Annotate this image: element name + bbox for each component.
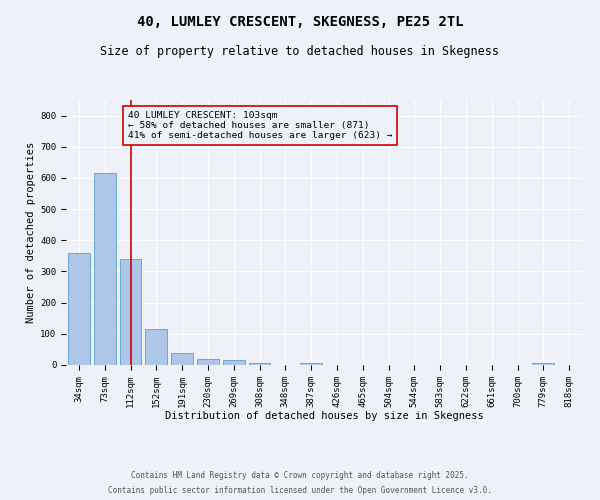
Bar	[94, 174, 116, 365]
Text: 40, LUMLEY CRESCENT, SKEGNESS, PE25 2TL: 40, LUMLEY CRESCENT, SKEGNESS, PE25 2TL	[137, 15, 463, 29]
X-axis label: Distribution of detached houses by size in Skegness: Distribution of detached houses by size …	[164, 411, 484, 421]
Bar	[119, 259, 142, 365]
Text: 40 LUMLEY CRESCENT: 103sqm
← 58% of detached houses are smaller (871)
41% of sem: 40 LUMLEY CRESCENT: 103sqm ← 58% of deta…	[128, 110, 392, 140]
Y-axis label: Number of detached properties: Number of detached properties	[26, 142, 36, 323]
Bar	[171, 352, 193, 365]
Bar	[532, 364, 554, 365]
Bar	[145, 329, 167, 365]
Text: Contains HM Land Registry data © Crown copyright and database right 2025.: Contains HM Land Registry data © Crown c…	[131, 471, 469, 480]
Bar	[223, 360, 245, 365]
Text: Size of property relative to detached houses in Skegness: Size of property relative to detached ho…	[101, 45, 499, 58]
Bar	[300, 362, 322, 365]
Bar	[68, 253, 90, 365]
Bar	[197, 359, 219, 365]
Text: Contains public sector information licensed under the Open Government Licence v3: Contains public sector information licen…	[108, 486, 492, 495]
Bar	[248, 362, 271, 365]
